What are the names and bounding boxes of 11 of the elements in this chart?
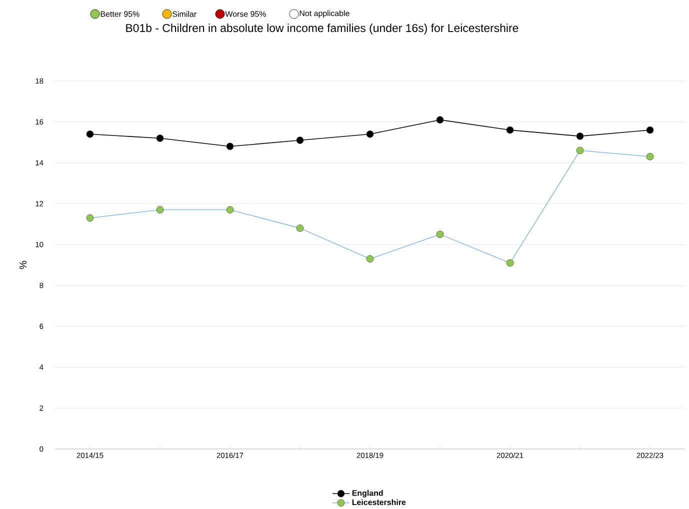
point [296, 136, 304, 144]
point [226, 142, 234, 150]
point [576, 132, 584, 140]
point [506, 126, 514, 134]
point [366, 130, 374, 138]
chart-title: B01b - Children in absolute low income families (under 16s) for Leicestershire [126, 24, 518, 34]
point [86, 130, 94, 138]
point [646, 126, 654, 134]
y-axis-title: % [20, 260, 26, 270]
point [436, 116, 444, 124]
point [156, 134, 164, 142]
